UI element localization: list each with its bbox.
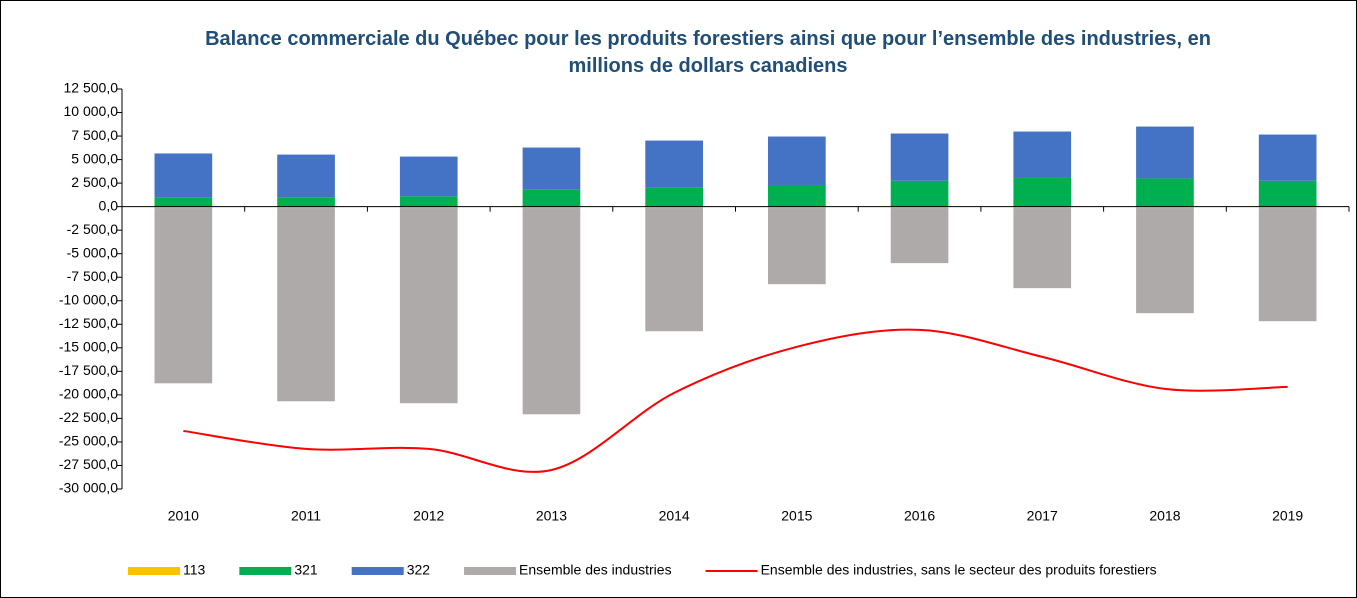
x-tick-label: 2017 xyxy=(1027,508,1058,524)
y-tick-label: -25 000,0 xyxy=(59,433,118,449)
y-tick-label: 10 000,0 xyxy=(64,103,119,119)
bar xyxy=(154,197,213,207)
y-tick-label: -10 000,0 xyxy=(59,291,118,307)
bar xyxy=(645,140,703,188)
bar xyxy=(399,196,458,207)
bar xyxy=(1136,178,1194,207)
y-tick-label: 7 500,0 xyxy=(71,127,118,143)
bar xyxy=(154,208,213,384)
bar xyxy=(890,208,949,264)
y-tick-label: 0,0 xyxy=(99,197,119,213)
legend-label: 113 xyxy=(183,562,206,578)
y-tick-label: -27 500,0 xyxy=(59,456,118,472)
bar xyxy=(399,208,458,404)
bar xyxy=(277,206,335,209)
bar xyxy=(1136,126,1194,179)
bar xyxy=(1258,134,1317,181)
chart-title: Balance commerciale du Québec pour les p… xyxy=(205,28,1211,77)
y-tick-label: -2 500,0 xyxy=(67,221,119,237)
y-tick-label: -22 500,0 xyxy=(59,409,118,425)
bar xyxy=(1136,208,1194,314)
y-tick-label: -7 500,0 xyxy=(67,268,119,284)
legend-swatch xyxy=(128,567,180,575)
x-tick-label: 2016 xyxy=(904,508,935,524)
bar xyxy=(1013,206,1072,209)
bar xyxy=(1258,206,1317,209)
x-tick-label: 2011 xyxy=(291,508,321,524)
bar xyxy=(1258,208,1317,322)
bar xyxy=(768,206,826,209)
bar xyxy=(890,133,949,181)
bar xyxy=(522,147,581,190)
bar xyxy=(399,156,458,197)
y-tick-label: -15 000,0 xyxy=(59,339,118,355)
bar xyxy=(1258,180,1317,207)
y-tick-label: 12 500,0 xyxy=(64,80,119,96)
y-tick-label: -12 500,0 xyxy=(59,315,118,331)
x-tick-label: 2013 xyxy=(536,508,567,524)
y-tick-label: 2 500,0 xyxy=(71,174,118,190)
y-tick-label: -17 500,0 xyxy=(59,362,118,378)
bar xyxy=(768,185,826,207)
bar xyxy=(1013,131,1072,178)
bar xyxy=(1136,206,1194,209)
bar xyxy=(768,208,826,285)
y-tick-label: -20 000,0 xyxy=(59,386,118,402)
y-tick-label: -30 000,0 xyxy=(59,480,118,496)
bar xyxy=(768,136,826,185)
bar xyxy=(522,208,581,415)
bar xyxy=(645,208,703,332)
bar xyxy=(154,206,213,209)
legend-swatch xyxy=(239,567,292,575)
legend-label: 321 xyxy=(294,562,318,578)
legend-swatch xyxy=(464,567,517,575)
x-tick-label: 2014 xyxy=(659,508,690,524)
bar xyxy=(277,154,335,198)
legend-swatch xyxy=(351,567,404,575)
bar xyxy=(522,206,581,209)
bar xyxy=(277,208,335,402)
legend-label: Ensemble des industries xyxy=(519,562,672,578)
legend-label: 322 xyxy=(407,562,431,578)
bar xyxy=(1013,208,1072,289)
bar xyxy=(645,206,703,209)
y-tick-label: -5 000,0 xyxy=(67,244,119,260)
bar xyxy=(645,187,703,207)
bar xyxy=(277,197,335,207)
x-tick-label: 2015 xyxy=(781,508,812,524)
bar xyxy=(890,180,949,207)
line-series xyxy=(183,328,1288,473)
x-tick-label: 2010 xyxy=(168,508,199,524)
y-tick-label: 5 000,0 xyxy=(71,150,118,166)
legend-label: Ensemble des industries, sans le secteur… xyxy=(761,562,1157,578)
bar xyxy=(522,189,581,207)
x-tick-label: 2018 xyxy=(1149,508,1180,524)
x-tick-label: 2012 xyxy=(413,508,444,524)
bar xyxy=(399,206,458,209)
x-tick-label: 2019 xyxy=(1272,508,1303,524)
bar xyxy=(1013,177,1072,207)
bar xyxy=(154,153,213,198)
bar xyxy=(890,206,949,209)
